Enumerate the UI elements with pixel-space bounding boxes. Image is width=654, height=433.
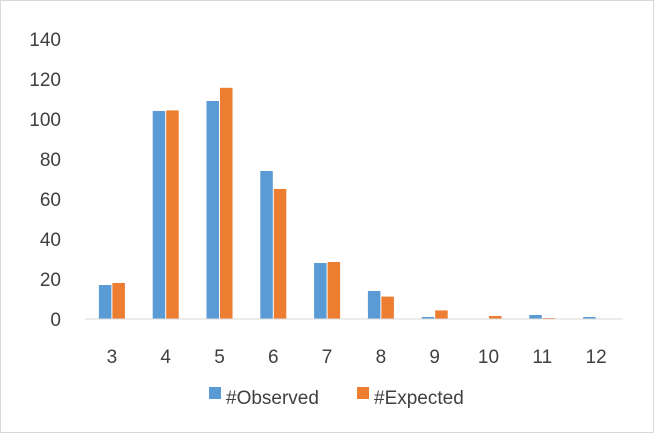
bar-expected-5 — [220, 87, 233, 319]
y-tick-label: 60 — [40, 190, 61, 211]
y-tick-label: 0 — [50, 310, 61, 331]
x-tick-label: 5 — [214, 347, 225, 368]
bars — [98, 87, 610, 320]
y-tick-label: 120 — [29, 70, 61, 91]
y-tick-label: 140 — [29, 30, 61, 51]
bar-observed-12 — [583, 317, 596, 319]
y-tick-label: 40 — [40, 230, 61, 251]
x-tick-label: 6 — [268, 347, 279, 368]
x-tick-label: 12 — [586, 347, 607, 368]
bar-observed-4 — [152, 111, 166, 319]
x-tick-label: 3 — [107, 347, 118, 368]
legend-swatch-expected — [357, 387, 369, 399]
bar-expected-3 — [112, 283, 125, 319]
legend: #Observed #Expected — [209, 387, 464, 409]
bar-expected-6 — [273, 189, 287, 319]
bar-expected-4 — [166, 110, 179, 320]
y-axis-ticks: 0 20 40 60 80 100 120 140 — [29, 30, 61, 331]
bar-expected-10 — [489, 316, 502, 319]
bar-expected-7 — [327, 262, 341, 319]
bar-observed-9 — [421, 317, 435, 319]
bar-observed-8 — [367, 291, 381, 319]
y-tick-label: 20 — [40, 270, 61, 291]
legend-label-observed: #Observed — [226, 388, 319, 409]
bar-observed-7 — [314, 263, 327, 319]
bar-expected-9 — [435, 310, 448, 319]
legend-swatch-observed — [209, 387, 221, 399]
x-tick-label: 4 — [160, 347, 171, 368]
bar-observed-3 — [98, 285, 112, 319]
x-tick-label: 11 — [532, 347, 552, 368]
bar-observed-6 — [260, 171, 273, 319]
bar-expected-8 — [381, 296, 394, 319]
x-tick-label: 8 — [376, 347, 387, 368]
x-tick-label: 10 — [478, 347, 499, 368]
y-tick-label: 100 — [29, 110, 61, 131]
x-tick-label: 9 — [429, 347, 440, 368]
y-tick-label: 80 — [40, 150, 61, 171]
bar-observed-11 — [529, 315, 542, 319]
legend-label-expected: #Expected — [374, 388, 464, 409]
x-axis-ticks: 3 4 5 6 7 8 9 10 11 12 — [107, 347, 607, 368]
bar-observed-5 — [206, 101, 219, 319]
x-tick-label: 7 — [322, 347, 333, 368]
